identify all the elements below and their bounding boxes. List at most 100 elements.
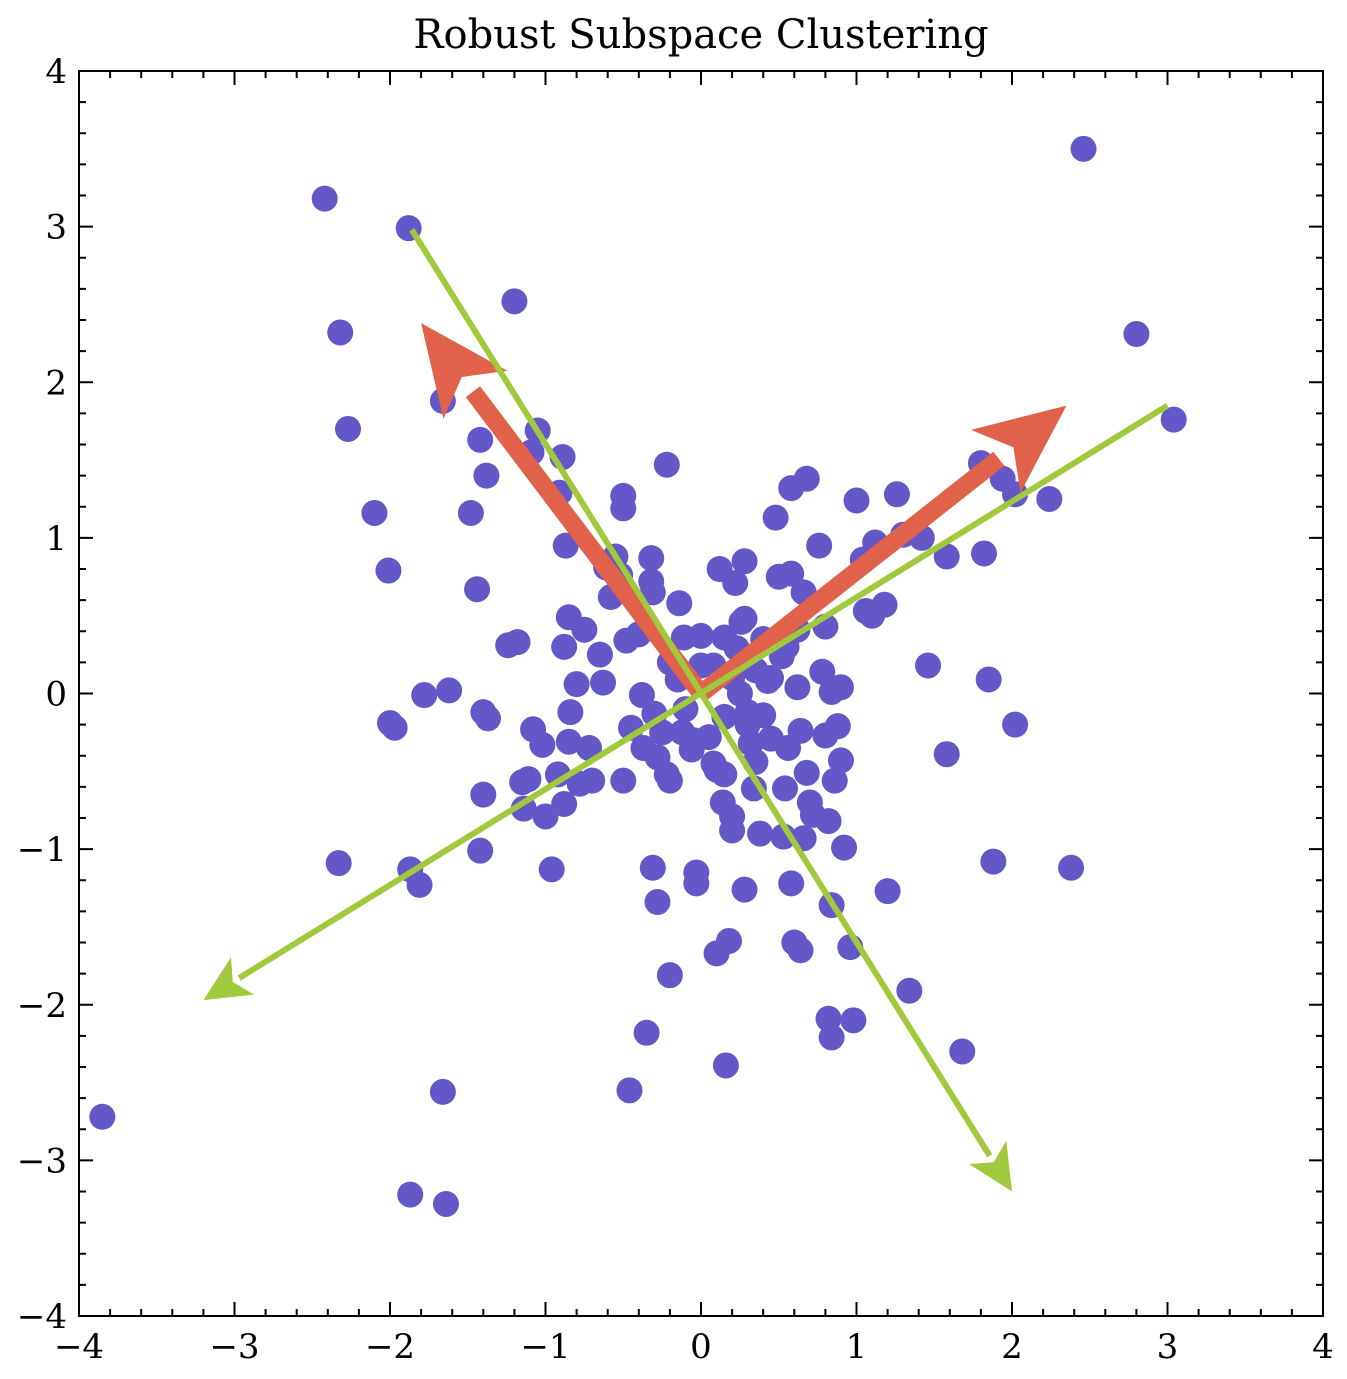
scatter-point	[638, 545, 665, 572]
scatter-point	[381, 714, 408, 741]
scatter-point	[1160, 406, 1187, 433]
scatter-point	[649, 719, 676, 746]
scatter-point	[639, 579, 666, 606]
scatter-point	[778, 870, 805, 897]
y-tick-label: 2	[45, 363, 67, 403]
scatter-point	[719, 817, 746, 844]
scatter-point	[809, 658, 836, 685]
scatter-point	[571, 616, 598, 643]
scatter-point	[1036, 485, 1063, 512]
scatter-point	[375, 557, 402, 584]
scatter-point	[467, 837, 494, 864]
green-arrow-shaft	[237, 403, 1170, 981]
scatter-point	[515, 766, 542, 793]
scatter-point	[806, 532, 833, 559]
scatter-point	[740, 775, 767, 802]
scatter-point	[656, 767, 683, 794]
chart-title: Robust Subspace Clustering	[413, 12, 988, 58]
scatter-point	[633, 1019, 660, 1046]
scatter-point	[843, 487, 870, 514]
scatter-point	[680, 727, 707, 754]
scatter-point	[815, 808, 842, 835]
scatter-point	[1123, 321, 1150, 348]
scatter-point	[971, 540, 998, 567]
scatter-point	[538, 856, 565, 883]
scatter-point	[436, 677, 463, 704]
x-tick-label: 0	[690, 1327, 712, 1367]
scatter-point	[551, 790, 578, 817]
scatter-point	[784, 674, 811, 701]
x-tick-label: 2	[1001, 1327, 1023, 1367]
scatter-point	[734, 711, 761, 738]
scatter-point	[711, 761, 738, 788]
scatter-point	[683, 870, 710, 897]
scatter-point	[1058, 854, 1085, 881]
scatter-point	[1070, 135, 1097, 162]
scatter-point	[827, 674, 854, 701]
scatter-point	[501, 288, 528, 315]
y-tick-label: −4	[17, 1297, 67, 1337]
green-arrow-head	[203, 957, 255, 1001]
scatter-point	[335, 415, 362, 442]
scatter-point	[840, 1007, 867, 1034]
x-tick-label: 3	[1157, 1327, 1179, 1367]
scatter-point	[949, 1038, 976, 1065]
scatter-point	[915, 652, 942, 679]
scatter-point	[672, 696, 699, 723]
scatter-point	[731, 876, 758, 903]
y-tick-label: −2	[17, 986, 67, 1026]
scatter-point	[464, 576, 491, 603]
scatter-point	[656, 962, 683, 989]
scatter-point	[628, 682, 655, 709]
scatter-point	[644, 889, 671, 916]
scatter-point	[975, 666, 1002, 693]
scatter-point	[429, 1078, 456, 1105]
y-tick-label: 0	[45, 675, 67, 715]
scatter-point	[551, 633, 578, 660]
x-tick-label: 1	[846, 1327, 868, 1367]
scatter-point	[762, 504, 789, 531]
scatter-point	[933, 543, 960, 570]
red-arrow-shaft	[465, 386, 709, 699]
scatter-point	[639, 854, 666, 881]
scatter-point	[824, 713, 851, 740]
scatter-point	[827, 747, 854, 774]
scatter-point	[311, 185, 338, 212]
x-tick-label: 4	[1312, 1327, 1334, 1367]
scatter-point	[474, 705, 501, 732]
y-tick-label: 3	[45, 208, 67, 248]
scatter-point	[529, 731, 556, 758]
scatter-point	[793, 465, 820, 492]
scatter-point	[653, 451, 680, 478]
scatter-point	[327, 319, 354, 346]
scatter-point	[731, 605, 758, 632]
scatter-point	[457, 499, 484, 526]
scatter-point	[610, 767, 637, 794]
scatter-point	[411, 682, 438, 709]
scatter-point	[616, 1077, 643, 1104]
scatter-point	[757, 664, 784, 691]
scatter-point	[406, 871, 433, 898]
scatter-point	[787, 717, 814, 744]
axis-tick-labels: −4 −3 −2 −1 0 1 2 3 4 −4 −3 −2 −1 0 1 2 3 4	[17, 52, 1334, 1367]
scatter-point	[980, 848, 1007, 875]
scatter-point	[871, 591, 898, 618]
scatter-point	[576, 734, 603, 761]
scatter-point	[818, 1024, 845, 1051]
scatter-point	[821, 767, 848, 794]
y-tick-label: 1	[45, 519, 67, 559]
scatter-point	[883, 481, 910, 508]
red-arrow-head	[421, 323, 508, 420]
x-tick-label: −1	[520, 1327, 570, 1367]
scatter-point	[557, 699, 584, 726]
y-tick-label: −3	[17, 1141, 67, 1181]
scatter-point	[722, 570, 749, 597]
scatter-point	[361, 499, 388, 526]
scatter-point	[933, 741, 960, 768]
scatter-point	[470, 781, 497, 808]
scatter-point	[731, 548, 758, 575]
scatter-point	[771, 775, 798, 802]
scatter-point	[874, 878, 901, 905]
scatter-point	[715, 927, 742, 954]
